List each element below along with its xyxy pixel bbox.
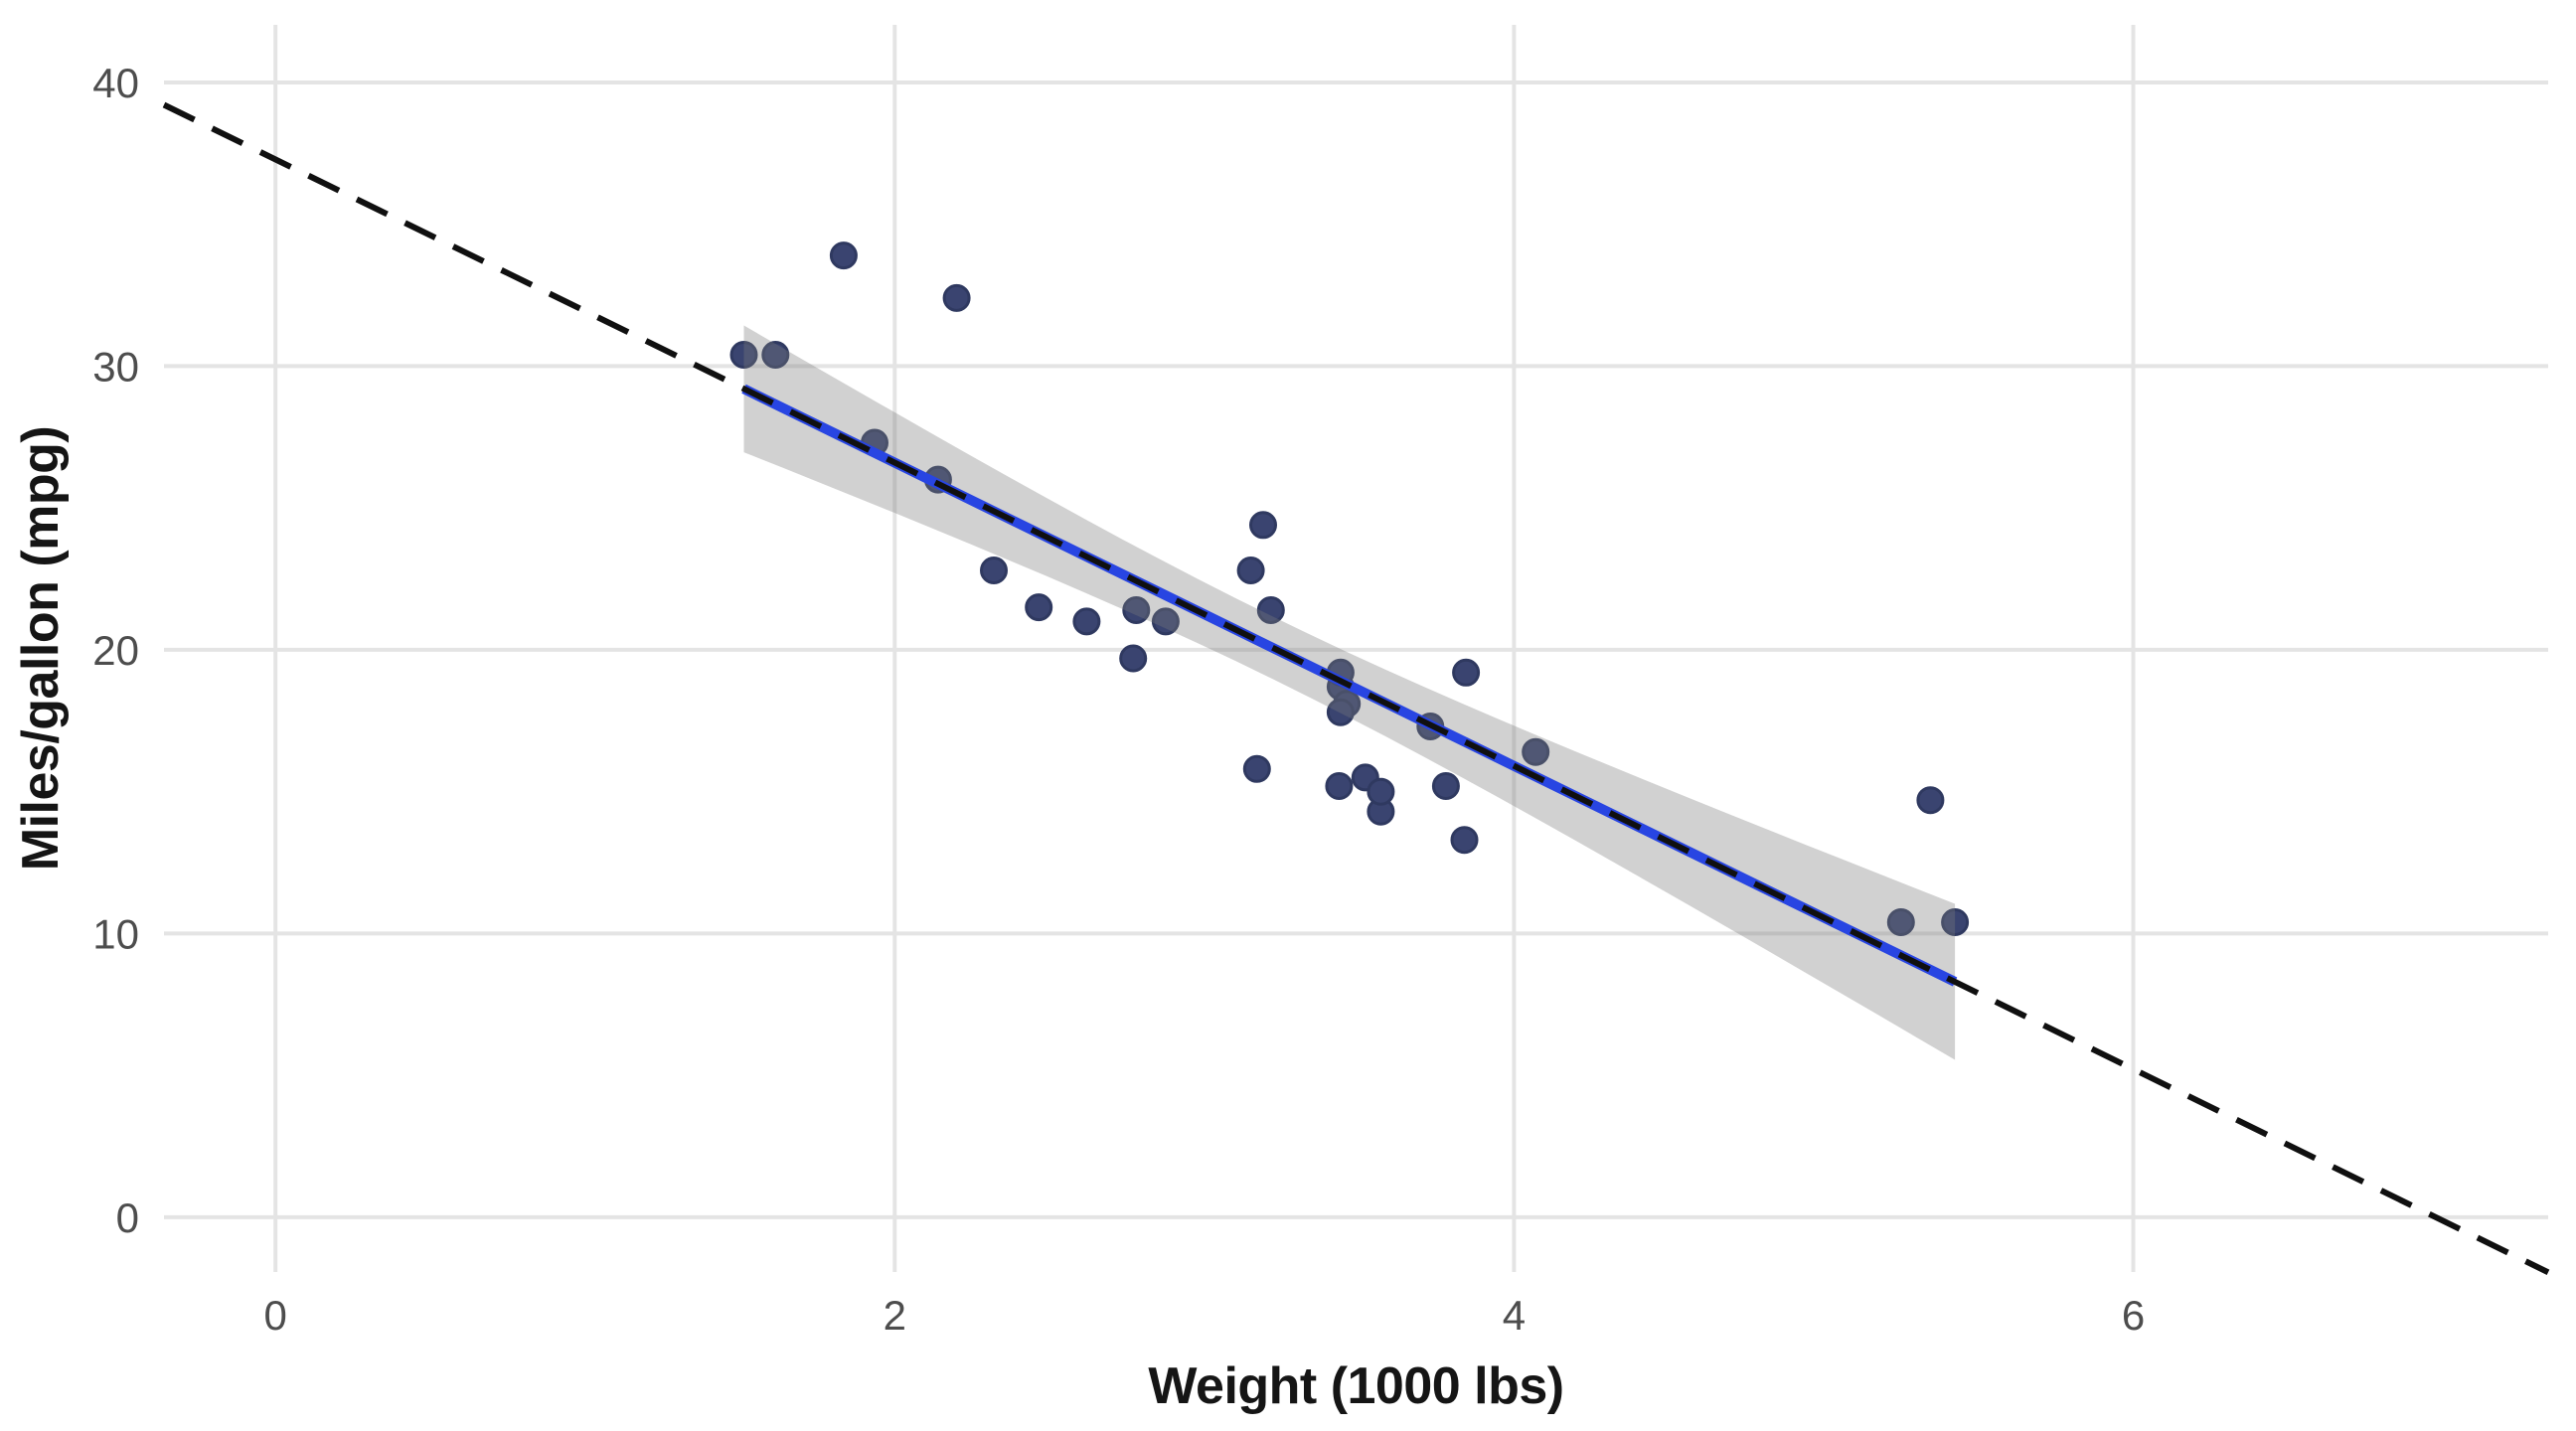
data-point [1522, 737, 1550, 766]
y-tick-label: 20 [92, 627, 139, 674]
data-point [1256, 596, 1285, 624]
data-point [1122, 596, 1151, 624]
data-point [1326, 698, 1355, 726]
data-point [1072, 607, 1101, 636]
regression-lines [162, 101, 2550, 1275]
data-point [1941, 908, 1970, 936]
y-tick-label: 30 [92, 343, 139, 390]
regression-line-dashed [162, 101, 2550, 1275]
data-point [1242, 754, 1271, 783]
data-point [1119, 644, 1148, 673]
data-point [1249, 511, 1277, 540]
x-axis-title: Weight (1000 lbs) [1148, 1357, 1563, 1415]
data-point [980, 556, 1008, 584]
data-point [1325, 772, 1354, 800]
y-tick-label: 10 [92, 910, 139, 957]
y-tick-label: 0 [116, 1194, 139, 1241]
confidence-band [743, 325, 1956, 1060]
data-point [1025, 593, 1053, 622]
data-point [1367, 777, 1395, 806]
confidence-ribbon [743, 325, 1956, 1060]
y-axis-title: Miles/gallon (mpg) [12, 426, 70, 871]
data-point [729, 341, 758, 369]
data-point [1450, 826, 1479, 855]
data-point [1431, 772, 1460, 800]
data-point [1916, 786, 1945, 815]
axis-tick-labels: 0 2 4 6 0 10 20 30 40 [92, 60, 2145, 1339]
gridlines [164, 25, 2548, 1272]
data-point [829, 241, 858, 270]
data-point [1151, 607, 1180, 636]
x-tick-label: 2 [884, 1292, 906, 1339]
x-tick-label: 6 [2122, 1292, 2145, 1339]
x-tick-label: 0 [264, 1292, 287, 1339]
data-point [942, 283, 971, 312]
data-point [761, 341, 790, 369]
data-point [1236, 556, 1265, 584]
y-tick-label: 40 [92, 60, 139, 106]
data-point [1886, 908, 1915, 936]
x-tick-label: 4 [1503, 1292, 1526, 1339]
data-point [1452, 658, 1481, 687]
